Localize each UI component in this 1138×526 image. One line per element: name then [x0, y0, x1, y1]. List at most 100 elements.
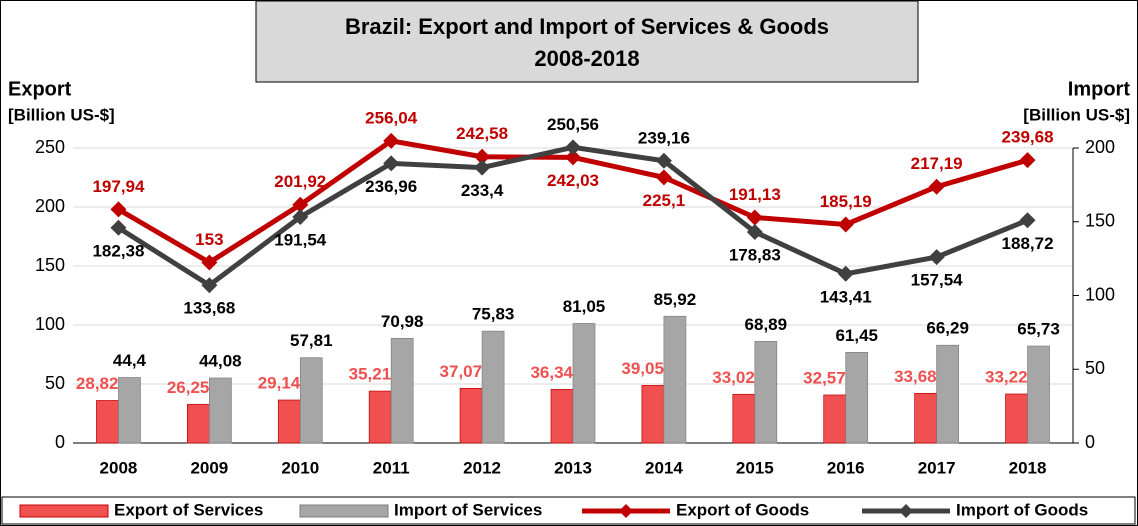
bar: [459, 387, 483, 444]
bar: [732, 393, 756, 444]
marker: [928, 249, 945, 266]
x-tick-label: 2012: [463, 458, 501, 477]
bar: [823, 394, 847, 444]
bar: [299, 357, 323, 444]
y2-tick-label: 50: [1085, 358, 1105, 378]
data-label: 28,82: [76, 374, 119, 393]
y-tick-label: 250: [35, 137, 65, 157]
data-label: 32,57: [803, 368, 846, 387]
x-tick-label: 2015: [736, 458, 774, 477]
bar: [368, 390, 392, 444]
y2-axis-label: [Billion US-$]: [1023, 105, 1130, 124]
x-tick-label: 2016: [827, 458, 865, 477]
marker: [201, 277, 218, 294]
data-label: 239,68: [1002, 128, 1054, 147]
bar: [390, 337, 414, 444]
data-label: 225,1: [643, 191, 686, 210]
data-label: 66,29: [926, 319, 969, 338]
data-label: 157,54: [911, 271, 964, 290]
bar: [209, 377, 232, 444]
y-tick-label: 0: [55, 432, 65, 452]
data-label: 178,83: [729, 245, 781, 264]
data-label: 197,94: [92, 177, 145, 196]
marker: [474, 159, 491, 176]
data-label: 242,58: [456, 124, 508, 143]
y2-tick-label: 100: [1085, 284, 1115, 304]
y2-axis-label: Import: [1068, 78, 1131, 100]
data-label: 239,16: [638, 128, 690, 147]
title-box: [255, 0, 919, 83]
marker: [655, 169, 672, 186]
data-label: 201,92: [274, 172, 326, 191]
marker: [292, 208, 309, 225]
data-label: 191,13: [729, 185, 781, 204]
marker: [110, 219, 127, 236]
y-tick-label: 100: [35, 314, 65, 334]
data-label: 250,56: [547, 115, 599, 134]
bar: [1005, 393, 1028, 444]
y2-tick-label: 0: [1085, 432, 1095, 452]
chart-title: Brazil: Export and Import of Services & …: [345, 14, 829, 39]
marker: [110, 201, 127, 218]
marker: [746, 223, 763, 240]
legend-label: Export of Services: [114, 500, 263, 519]
data-label: 256,04: [365, 108, 418, 127]
data-label: 85,92: [654, 290, 697, 309]
y2-tick-label: 150: [1085, 211, 1115, 231]
data-label: 39,05: [621, 359, 664, 378]
data-label: 242,03: [547, 171, 599, 190]
bar: [277, 399, 301, 444]
data-label: 133,68: [183, 299, 235, 318]
marker: [201, 254, 218, 271]
bar: [187, 403, 210, 444]
data-label: 185,19: [820, 192, 872, 211]
legend-label: Export of Goods: [676, 500, 809, 519]
data-label: 57,81: [290, 331, 333, 350]
data-label: 65,73: [1017, 320, 1060, 339]
data-label: 35,21: [349, 365, 392, 384]
data-label: 153: [195, 230, 223, 249]
data-label: 29,14: [258, 374, 301, 393]
bar: [936, 344, 959, 444]
x-tick-label: 2017: [918, 458, 956, 477]
bar: [641, 385, 665, 444]
data-label: 33,02: [712, 368, 755, 387]
data-label: 37,07: [440, 362, 483, 381]
data-label: 33,68: [894, 367, 937, 386]
y-axis-label: [Billion US-$]: [8, 105, 115, 124]
y2-tick-label: 200: [1085, 137, 1115, 157]
chart-subtitle: 2008-2018: [534, 46, 639, 71]
marker: [746, 209, 763, 226]
y-tick-label: 150: [35, 255, 65, 275]
bar: [1027, 345, 1050, 444]
legend-label: Import of Services: [394, 500, 542, 519]
data-label: 33,22: [985, 367, 1028, 386]
data-label: 36,34: [530, 363, 573, 382]
bar: [572, 323, 596, 444]
y-tick-label: 50: [45, 373, 65, 393]
data-label: 217,19: [911, 154, 963, 173]
bar: [845, 352, 869, 444]
data-label: 233,4: [461, 181, 504, 200]
marker: [1019, 152, 1036, 169]
x-tick-label: 2011: [373, 458, 410, 477]
legend-label: Import of Goods: [956, 500, 1088, 519]
marker: [837, 216, 854, 233]
marker: [565, 149, 581, 166]
marker: [1019, 212, 1036, 229]
y-axis-label: Export: [8, 78, 72, 100]
data-label: 143,41: [820, 287, 872, 306]
bar: [663, 315, 687, 444]
data-label: 182,38: [92, 241, 144, 260]
marker: [383, 132, 400, 149]
marker: [292, 196, 309, 213]
x-tick-label: 2014: [645, 458, 683, 477]
legend-swatch: [299, 504, 389, 518]
legend-marker: [619, 504, 633, 518]
y-tick-label: 200: [35, 196, 65, 216]
bar: [550, 389, 574, 444]
marker: [383, 155, 400, 172]
legend-marker: [899, 504, 913, 518]
data-label: 61,45: [835, 326, 878, 345]
